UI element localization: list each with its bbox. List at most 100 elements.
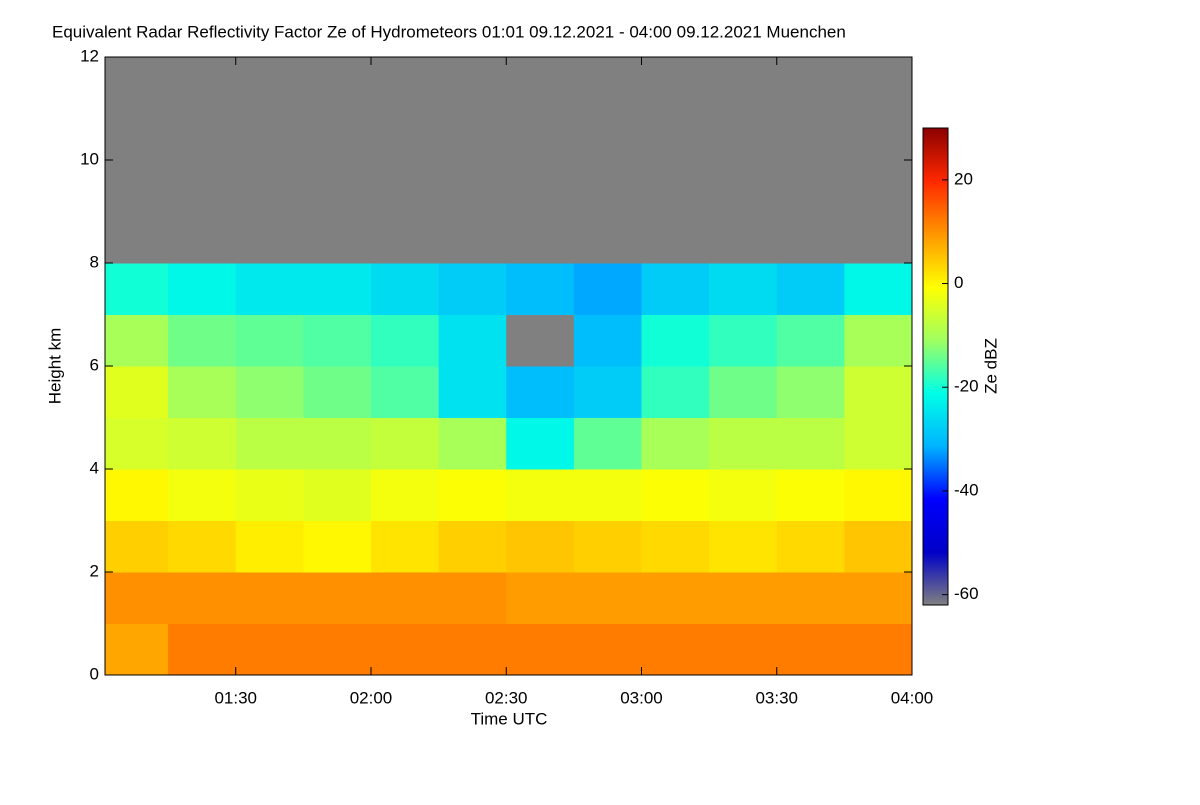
heatmap-cell bbox=[168, 314, 237, 367]
heatmap-cell bbox=[573, 314, 642, 367]
heatmap-cell bbox=[235, 417, 304, 470]
heatmap-cell bbox=[776, 572, 845, 624]
heatmap-cell bbox=[438, 314, 507, 367]
heatmap-cell bbox=[506, 572, 575, 624]
heatmap-cell bbox=[105, 417, 169, 470]
heatmap-cell bbox=[844, 57, 913, 109]
heatmap-cell bbox=[844, 520, 913, 573]
heatmap-cell bbox=[506, 366, 575, 418]
heatmap-cell bbox=[235, 57, 304, 109]
y-tick-label: 6 bbox=[90, 355, 99, 374]
heatmap-cell bbox=[709, 469, 778, 521]
heatmap-cell bbox=[641, 211, 710, 264]
heatmap-cell bbox=[235, 108, 304, 161]
x-tick-label: 01:30 bbox=[214, 688, 257, 707]
heatmap-cell bbox=[105, 366, 169, 418]
heatmap-cell bbox=[370, 520, 440, 573]
heatmap-cell bbox=[776, 160, 845, 212]
heatmap-cell bbox=[438, 108, 507, 161]
heatmap-cell bbox=[168, 623, 237, 676]
heatmap-cell bbox=[303, 57, 372, 109]
heatmap-cell bbox=[303, 520, 372, 573]
heatmap-cell bbox=[709, 263, 778, 315]
heatmap-cell bbox=[303, 417, 372, 470]
heatmap-cell bbox=[709, 211, 778, 264]
heatmap-cell bbox=[370, 417, 440, 470]
heatmap-cell bbox=[641, 623, 710, 676]
colorbar-label: Ze dBZ bbox=[981, 338, 1000, 394]
heatmap-cell bbox=[776, 366, 845, 418]
heatmap-cell bbox=[844, 160, 913, 212]
x-tick-label: 03:00 bbox=[620, 688, 663, 707]
heatmap-cell bbox=[168, 417, 237, 470]
heatmap-cell bbox=[370, 160, 440, 212]
heatmap-cell bbox=[641, 520, 710, 573]
heatmap-cell bbox=[641, 366, 710, 418]
heatmap-cell bbox=[709, 366, 778, 418]
heatmap-cell bbox=[303, 211, 372, 264]
heatmap-cell bbox=[641, 57, 710, 109]
heatmap-cell bbox=[709, 108, 778, 161]
y-tick-label: 0 bbox=[90, 664, 99, 683]
heatmap-cell bbox=[776, 57, 845, 109]
colorbar-tick-label: -60 bbox=[954, 584, 979, 603]
heatmap-cell bbox=[776, 314, 845, 367]
heatmap-cell bbox=[370, 469, 440, 521]
heatmap-cell bbox=[506, 623, 575, 676]
heatmap-cell bbox=[168, 160, 237, 212]
heatmap-cell bbox=[573, 160, 642, 212]
heatmap-cell bbox=[370, 57, 440, 109]
heatmap-cell bbox=[105, 263, 169, 315]
heatmap-cell bbox=[168, 469, 237, 521]
heatmap-cell bbox=[506, 211, 575, 264]
heatmap-cell bbox=[641, 572, 710, 624]
heatmap-cell bbox=[506, 57, 575, 109]
heatmap-cell bbox=[573, 366, 642, 418]
heatmap-cell bbox=[844, 314, 913, 367]
y-tick-label: 12 bbox=[80, 46, 99, 65]
heatmap-cell bbox=[641, 417, 710, 470]
heatmap-cell bbox=[235, 263, 304, 315]
heatmap-cell bbox=[709, 572, 778, 624]
heatmap-cell bbox=[105, 160, 169, 212]
y-tick-label: 2 bbox=[90, 561, 99, 580]
heatmap-cell bbox=[303, 366, 372, 418]
heatmap-cell bbox=[168, 520, 237, 573]
heatmap-cell bbox=[168, 211, 237, 264]
heatmap-cell bbox=[506, 314, 575, 367]
y-axis-label: Height km bbox=[45, 328, 64, 405]
heatmap-cell bbox=[506, 160, 575, 212]
heatmap-cell bbox=[844, 108, 913, 161]
heatmap-cell bbox=[370, 572, 440, 624]
colorbar-tick-label: -40 bbox=[954, 480, 979, 499]
heatmap-cell bbox=[438, 623, 507, 676]
heatmap-cell bbox=[168, 57, 237, 109]
heatmap-cell bbox=[105, 520, 169, 573]
heatmap-cell bbox=[573, 57, 642, 109]
y-tick-label: 10 bbox=[80, 149, 99, 168]
heatmap-cell bbox=[235, 623, 304, 676]
heatmap-cell bbox=[370, 108, 440, 161]
chart-title: Equivalent Radar Reflectivity Factor Ze … bbox=[52, 22, 846, 41]
heatmap-cell bbox=[709, 520, 778, 573]
heatmap-cell bbox=[573, 572, 642, 624]
heatmap-cell bbox=[776, 520, 845, 573]
colorbar-tick-label: 0 bbox=[954, 273, 963, 292]
heatmap-cell bbox=[303, 572, 372, 624]
x-axis-label: Time UTC bbox=[471, 709, 548, 728]
heatmap-cell bbox=[235, 160, 304, 212]
heatmap-cell bbox=[573, 211, 642, 264]
heatmap-cell bbox=[370, 623, 440, 676]
heatmap-cell bbox=[641, 469, 710, 521]
heatmap-cell bbox=[844, 211, 913, 264]
heatmap-cell bbox=[573, 520, 642, 573]
heatmap-cell bbox=[709, 417, 778, 470]
heatmap-cell bbox=[573, 469, 642, 521]
heatmap-cell bbox=[438, 469, 507, 521]
heatmap-cell bbox=[105, 623, 169, 676]
heatmap-cell bbox=[168, 366, 237, 418]
heatmap-cell bbox=[105, 469, 169, 521]
y-tick-label: 4 bbox=[90, 458, 99, 477]
heatmap-cell bbox=[506, 469, 575, 521]
heatmap-cell bbox=[776, 263, 845, 315]
